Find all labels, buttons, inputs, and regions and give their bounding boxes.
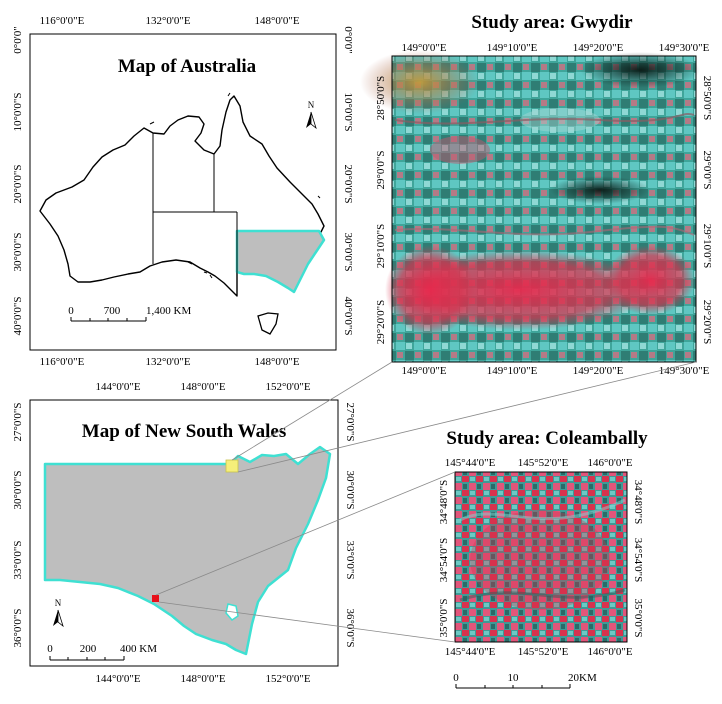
- nsw-left-tick: 33°0'0"S: [12, 541, 24, 580]
- australia-scale-0: 0: [68, 305, 74, 317]
- australia-scale-bar: 0 700 1,400 KM: [68, 305, 191, 322]
- australia-left-tick: 30°0'0"S: [12, 233, 24, 272]
- nsw-map-title: Map of New South Wales: [82, 421, 286, 442]
- coleambally-bottom-tick: 145°52'0"E: [518, 646, 569, 658]
- gwydir-bottom-tick: 149°20'0"E: [573, 365, 624, 377]
- coleambally-left-tick: 34°54'0"S: [438, 538, 450, 583]
- gwydir-top-tick: 149°30'0"E: [659, 42, 710, 54]
- australia-left-tick: 40°0'0"S: [12, 297, 24, 336]
- australia-outline: [39, 95, 325, 297]
- nsw-top-tick: 152°0'0"E: [265, 381, 310, 393]
- australia-tasmania: [257, 312, 279, 335]
- coleambally-panel: Study area: Coleambally 145°44'0"E 145°5…: [438, 428, 648, 689]
- coleambally-right-tick: 35°0'0"S: [632, 599, 644, 638]
- australia-right-tick: 0°0'0": [342, 26, 354, 53]
- australia-left-tick: 0°0'0": [12, 26, 24, 53]
- svg-text:N: N: [55, 598, 62, 608]
- coleambally-bottom-tick: 145°44'0"E: [445, 646, 496, 658]
- nsw-top-tick: 144°0'0"E: [95, 381, 140, 393]
- nsw-bottom-tick: 152°0'0"E: [265, 673, 310, 685]
- coleambally-top-tick: 145°44'0"E: [445, 457, 496, 469]
- nsw-coleambally-marker: [152, 595, 159, 602]
- coleambally-scale-0: 0: [453, 672, 459, 684]
- australia-top-tick: 132°0'0"E: [145, 15, 190, 27]
- australia-right-tick: 20°0'0"S: [342, 165, 354, 204]
- nsw-north-arrow: N: [53, 598, 64, 628]
- gwydir-top-tick: 149°20'0"E: [573, 42, 624, 54]
- nsw-scale-bar: 0 200 400 KM: [47, 643, 157, 661]
- coleambally-scale-10: 10: [508, 672, 520, 684]
- australia-scale-700: 700: [104, 305, 121, 317]
- australia-map-panel: Map of Australia N 0: [12, 15, 354, 368]
- nsw-bottom-tick: 144°0'0"E: [95, 673, 140, 685]
- gwydir-right-tick: 28°50'0"S: [701, 76, 713, 121]
- gwydir-title: Study area: Gwydir: [471, 12, 633, 33]
- nsw-right-tick: 30°0'0"S: [344, 471, 356, 510]
- australia-bottom-tick: 148°0'0"E: [254, 356, 299, 368]
- australia-state-borders: [152, 133, 238, 296]
- gwydir-right-tick: 29°20'0"S: [701, 300, 713, 345]
- coleambally-scale-20: 20KM: [568, 672, 597, 684]
- gwydir-left-tick: 29°10'0"S: [375, 224, 387, 269]
- nsw-state-shape: [43, 445, 332, 656]
- coleambally-top-tick: 146°0'0"E: [587, 457, 632, 469]
- gwydir-left-tick: 28°50'0"S: [375, 76, 387, 121]
- gwydir-left-tick: 29°20'0"S: [375, 300, 387, 345]
- gwydir-bottom-tick: 149°0'0"E: [401, 365, 446, 377]
- gwydir-top-tick: 149°10'0"E: [487, 42, 538, 54]
- svg-text:N: N: [308, 100, 315, 110]
- australia-map-title: Map of Australia: [118, 56, 257, 77]
- australia-bottom-tick: 132°0'0"E: [145, 356, 190, 368]
- australia-top-tick: 116°0'0"E: [40, 15, 85, 27]
- coleambally-title: Study area: Coleambally: [446, 428, 648, 449]
- coleambally-frame: [454, 471, 628, 643]
- nsw-top-tick: 148°0'0"E: [180, 381, 225, 393]
- coleambally-top-tick: 145°52'0"E: [518, 457, 569, 469]
- gwydir-top-tick: 149°0'0"E: [401, 42, 446, 54]
- nsw-left-tick: 36°0'0"S: [12, 609, 24, 648]
- gwydir-bottom-tick: 149°10'0"E: [487, 365, 538, 377]
- coleambally-right-tick: 34°54'0"S: [632, 538, 644, 583]
- coleambally-left-tick: 35°0'0"S: [438, 599, 450, 638]
- australia-islands: [149, 92, 321, 279]
- coleambally-right-tick: 34°48'0"S: [632, 480, 644, 525]
- coleambally-satellite-image: [455, 472, 627, 642]
- nsw-gwydir-marker: [225, 459, 239, 473]
- australia-right-tick: 10°0'0"S: [342, 93, 354, 132]
- australia-nsw-state: [235, 229, 326, 294]
- australia-north-arrow: N: [306, 100, 317, 130]
- australia-left-tick: 10°0'0"S: [12, 93, 24, 132]
- australia-right-tick: 30°0'0"S: [342, 233, 354, 272]
- gwydir-bottom-tick: 149°30'0"E: [659, 365, 710, 377]
- coleambally-scale-bar: 0 10 20KM: [453, 672, 597, 689]
- gwydir-left-tick: 29°0'0"S: [375, 151, 387, 190]
- australia-right-tick: 40°0'0"S: [342, 297, 354, 336]
- nsw-scale-400: 400 KM: [120, 643, 157, 655]
- connector-lines: [155, 361, 697, 643]
- gwydir-right-tick: 29°10'0"S: [701, 224, 713, 269]
- coleambally-left-tick: 34°48'0"S: [438, 480, 450, 525]
- nsw-right-tick: 33°0'0"S: [344, 541, 356, 580]
- australia-bottom-tick: 116°0'0"E: [40, 356, 85, 368]
- nsw-scale-200: 200: [80, 643, 97, 655]
- gwydir-right-tick: 29°0'0"S: [701, 151, 713, 190]
- nsw-scale-0: 0: [47, 643, 53, 655]
- nsw-bottom-tick: 148°0'0"E: [180, 673, 225, 685]
- nsw-right-tick: 27°0'0"S: [344, 403, 356, 442]
- coleambally-bottom-tick: 146°0'0"E: [587, 646, 632, 658]
- australia-scale-1400: 1,400 KM: [146, 305, 191, 317]
- gwydir-frame: [391, 55, 697, 363]
- australia-top-tick: 148°0'0"E: [254, 15, 299, 27]
- gwydir-satellite-image: [360, 50, 700, 362]
- australia-left-tick: 20°0'0"S: [12, 165, 24, 204]
- gwydir-panel: Study area: Gwydir 149°0'0"E 149°10'0"E …: [360, 12, 713, 377]
- nsw-left-tick: 27°0'0"S: [12, 403, 24, 442]
- nsw-map-panel: Map of New South Wales N 0 200 400 KM 14…: [12, 381, 356, 685]
- nsw-left-tick: 30°0'0"S: [12, 471, 24, 510]
